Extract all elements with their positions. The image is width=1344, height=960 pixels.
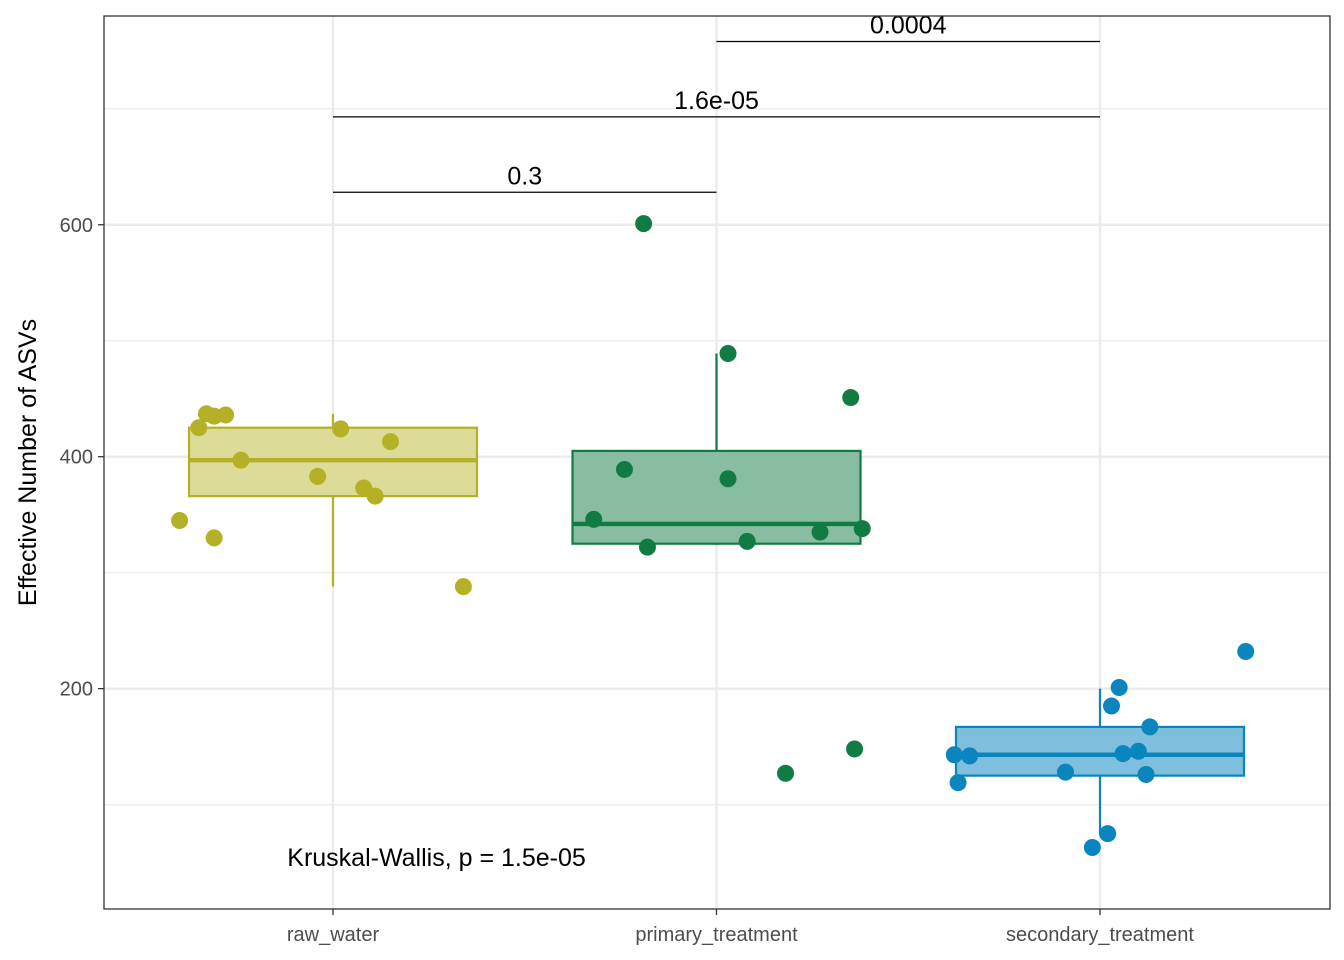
y-tick-label: 600: [60, 215, 93, 237]
data-point: [738, 532, 756, 550]
data-point: [232, 451, 250, 469]
comparison-p-value: 1.6e-05: [674, 87, 759, 115]
data-point: [635, 215, 653, 233]
data-point: [1099, 825, 1117, 843]
data-point: [1141, 718, 1159, 736]
data-point: [309, 467, 327, 485]
data-point: [454, 578, 472, 596]
data-points: [171, 215, 1255, 857]
data-point: [1237, 643, 1255, 661]
data-point: [853, 520, 871, 538]
data-point: [585, 510, 603, 528]
data-point: [842, 389, 860, 407]
data-point: [777, 764, 795, 782]
kruskal-wallis-annotation: Kruskal-Wallis, p = 1.5e-05: [287, 844, 586, 872]
data-point: [615, 460, 633, 478]
data-point: [1114, 745, 1132, 763]
x-tick-label: primary_treatment: [635, 924, 798, 946]
data-point: [949, 774, 967, 792]
y-tick-label: 400: [60, 447, 93, 469]
data-point: [811, 523, 829, 541]
data-point: [332, 420, 350, 438]
data-point: [382, 433, 400, 451]
y-tick-label: 200: [60, 679, 93, 701]
x-tick-label: raw_water: [287, 924, 380, 946]
data-point: [719, 344, 737, 362]
data-point: [846, 740, 864, 758]
data-point: [638, 538, 656, 556]
data-point: [945, 746, 963, 764]
data-point: [719, 470, 737, 488]
box-secondary_treatment: [954, 725, 1246, 777]
data-point: [1083, 839, 1101, 857]
data-point: [217, 406, 235, 424]
data-point: [1056, 763, 1074, 781]
data-point: [1137, 765, 1155, 783]
data-point: [1129, 742, 1147, 760]
data-point: [171, 511, 189, 529]
data-point: [961, 747, 979, 765]
axis-ticks: 200 400 600 raw_water primary_treatment secon…: [60, 215, 1195, 946]
data-point: [366, 487, 384, 505]
y-axis-title: Effective Number of ASVs: [14, 319, 42, 606]
comparison-p-value: 0.3: [507, 162, 542, 190]
x-tick-label: secondary_treatment: [1006, 924, 1194, 946]
boxes: [187, 353, 1246, 835]
data-point: [190, 419, 208, 437]
data-point: [1103, 697, 1121, 715]
data-point: [1110, 678, 1128, 696]
data-point: [205, 529, 223, 547]
